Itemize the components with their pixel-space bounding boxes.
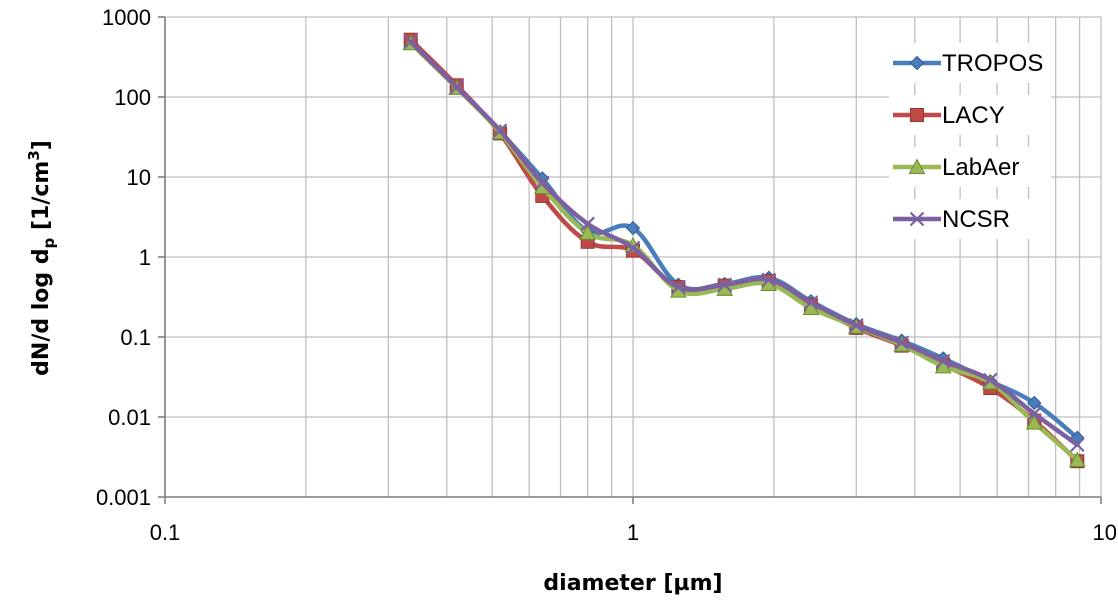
legend-item-labaer: LabAer <box>889 147 1051 187</box>
legend-marker-lacy <box>910 108 924 122</box>
legend-label-labaer: LabAer <box>942 154 1019 181</box>
y-axis-title-main: dN/d log d <box>29 248 54 375</box>
data-point-ncsr <box>625 240 641 256</box>
data-point-ncsr <box>803 295 819 310</box>
y-tick-label: 1 <box>139 245 151 270</box>
legend-label-tropos: TROPOS <box>942 50 1043 77</box>
legend-marker-ncsr <box>909 211 925 227</box>
data-point-labaer <box>579 224 596 240</box>
data-point-ncsr <box>580 216 595 232</box>
data-point-ncsr <box>403 34 418 50</box>
x-tick-label: 10 <box>1093 520 1117 545</box>
y-axis-title-unit: [1/cm <box>29 161 54 238</box>
data-point-ncsr <box>717 277 732 293</box>
legend-item-ncsr: NCSR <box>889 199 1051 239</box>
legend-item-tropos: TROPOS <box>889 43 1051 83</box>
data-point-ncsr <box>983 372 998 388</box>
x-tick-label: 0.1 <box>150 520 181 545</box>
data-point-ncsr <box>761 272 777 287</box>
x-tick-label: 1 <box>627 520 639 545</box>
y-axis-title-close: ] <box>29 140 54 150</box>
legend-label-ncsr: NCSR <box>942 206 1010 233</box>
y-axis-title-superscript: 3 <box>25 150 43 160</box>
data-point-ncsr <box>449 79 464 95</box>
y-tick-label: 1000 <box>102 5 151 30</box>
data-point-ncsr <box>849 318 864 333</box>
y-tick-label: 10 <box>127 165 151 190</box>
series-group <box>402 32 1086 469</box>
data-point-ncsr <box>894 335 909 350</box>
x-axis-title: diameter [µm] <box>543 571 722 596</box>
series-ncsr <box>403 34 1085 453</box>
data-point-ncsr <box>1026 406 1042 421</box>
y-tick-label: 0.01 <box>108 405 151 430</box>
y-axis-title-subscript: p <box>40 237 58 248</box>
data-point-ncsr <box>671 279 686 295</box>
data-point-tropos <box>1027 395 1042 411</box>
y-tick-label: 100 <box>114 85 151 110</box>
legend: TROPOS LACY LabAer NCSR <box>889 43 1051 239</box>
data-point-ncsr <box>492 123 508 138</box>
legend-marker-tropos <box>909 55 925 71</box>
data-point-ncsr <box>1070 437 1085 453</box>
y-axis-title: dN/d log dp [1/cm3] <box>25 140 58 376</box>
axes <box>158 16 1102 504</box>
y-tick-label: 0.1 <box>120 325 151 350</box>
data-point-tropos <box>625 220 641 236</box>
legend-item-lacy: LACY <box>889 95 1051 135</box>
data-point-labaer <box>1025 414 1043 430</box>
legend-marker-labaer <box>908 158 926 174</box>
data-point-ncsr <box>535 175 550 190</box>
data-point-labaer <box>1068 451 1086 468</box>
data-point-ncsr <box>935 353 951 369</box>
series-line-ncsr <box>408 39 1080 447</box>
tick-labels: 0.001 0.01 0.1 1 10 100 1000 0.1 1 10 <box>96 5 1117 545</box>
y-tick-label: 0.001 <box>96 485 151 510</box>
legend-label-lacy: LACY <box>942 102 1005 129</box>
